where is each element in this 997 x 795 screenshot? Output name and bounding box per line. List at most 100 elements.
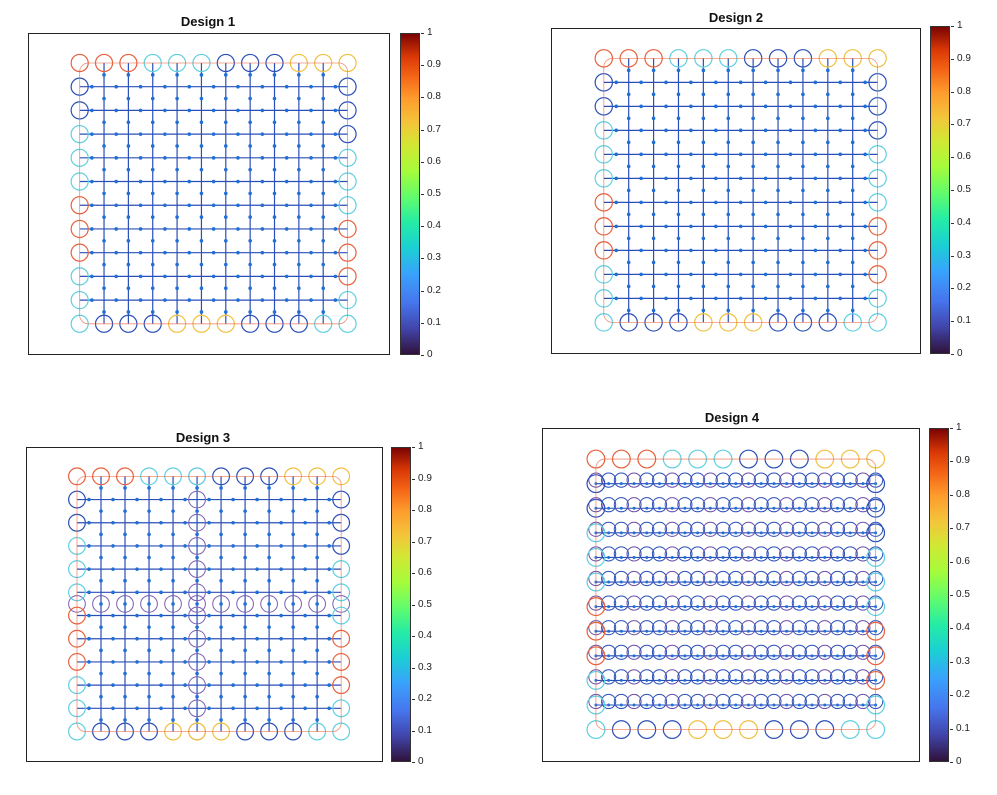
lattice-node [619, 555, 623, 559]
lattice-node [243, 671, 247, 676]
lattice-node [759, 678, 763, 682]
lattice-node [138, 108, 143, 113]
lattice-node [171, 625, 175, 629]
lattice-node [260, 274, 265, 279]
split-loop [188, 676, 206, 694]
loop-ring [690, 497, 706, 513]
lattice-node [279, 497, 283, 502]
lattice-node [123, 555, 127, 560]
loop-ring [677, 472, 693, 488]
lattice-node [303, 544, 307, 548]
lattice-node [797, 506, 801, 510]
loop-ring [715, 497, 731, 513]
lattice-node [291, 718, 295, 722]
colorbar-tick-label: 0.8 [412, 504, 432, 515]
lattice-node [751, 116, 755, 121]
lattice-node [123, 718, 127, 722]
lattice-node [848, 555, 852, 559]
lattice-node [159, 497, 163, 502]
lattice-node [187, 274, 192, 279]
split-loop [188, 513, 206, 532]
lattice-node [163, 132, 167, 136]
lattice-node [826, 164, 830, 169]
lattice-node [243, 718, 247, 722]
lattice-node [248, 73, 252, 77]
lattice-node [163, 156, 167, 160]
loop-ring [804, 497, 820, 513]
colorbar-1 [400, 33, 420, 355]
lattice-node [147, 509, 151, 513]
split-loop [188, 583, 206, 602]
lattice-node [260, 132, 265, 136]
loop-ring [842, 570, 858, 587]
lattice-node [255, 683, 259, 687]
lattice-node [797, 605, 801, 609]
lattice-node [863, 224, 867, 229]
lattice-node [708, 654, 712, 658]
lattice-node [236, 179, 240, 184]
lattice-node [248, 239, 252, 243]
lattice-node [838, 296, 843, 301]
loop-ring [690, 620, 706, 636]
loop-ring [690, 472, 706, 488]
lattice-node [708, 703, 712, 707]
lattice-node [223, 73, 228, 77]
lattice-node [651, 236, 656, 241]
lattice-node [199, 286, 204, 291]
lattice-node [102, 262, 106, 267]
lattice-node [195, 671, 199, 676]
loop-ring [690, 595, 706, 611]
lattice-node [689, 224, 693, 229]
lattice-node [632, 531, 636, 535]
colorbar-tick-label: 0.7 [951, 118, 971, 130]
lattice-node [848, 654, 852, 658]
loop-ring [829, 521, 846, 537]
loop-ring [740, 620, 757, 636]
lattice-node [776, 188, 780, 193]
loop-ring [817, 472, 833, 488]
lattice-node [267, 648, 271, 653]
lattice-node [315, 602, 319, 606]
lattice-node [701, 236, 706, 241]
lattice-node [102, 167, 106, 172]
loop-ring [817, 620, 833, 636]
lattice-node [175, 96, 179, 101]
lattice-node [111, 520, 115, 525]
loop-ring [677, 644, 693, 660]
lattice-node [701, 92, 706, 97]
lattice-node [111, 706, 115, 711]
lattice-node [651, 260, 656, 265]
lattice-node [835, 580, 839, 584]
loop-ring [855, 497, 871, 513]
loop-ring [804, 644, 820, 660]
lattice-node [670, 580, 674, 584]
loop-ring [842, 693, 858, 710]
lattice-node [714, 248, 718, 253]
loop-ring [728, 472, 744, 488]
loop-ring [601, 620, 617, 636]
lattice-node [90, 274, 94, 279]
lattice-drawing-1 [70, 53, 357, 333]
lattice-node [763, 152, 768, 157]
lattice-node [267, 555, 271, 560]
lattice-node [776, 164, 780, 169]
lattice-node [291, 555, 295, 560]
lattice-node [738, 296, 743, 301]
lattice-node [195, 509, 199, 513]
loop-ring [613, 546, 629, 562]
lattice-node [315, 671, 319, 676]
loop-ring [690, 669, 706, 685]
lattice-node [626, 260, 631, 265]
lattice-node [297, 144, 301, 148]
lattice-node [260, 84, 265, 89]
lattice-node [772, 555, 776, 559]
loop-ring [715, 693, 731, 710]
lattice-node [632, 629, 636, 633]
lattice-node [657, 605, 661, 609]
lattice-node [315, 578, 319, 583]
lattice-node [150, 191, 155, 196]
lattice-node [714, 104, 718, 109]
lattice-node [676, 140, 681, 145]
lattice-drawing-2 [594, 49, 887, 332]
lattice-node [211, 132, 216, 136]
